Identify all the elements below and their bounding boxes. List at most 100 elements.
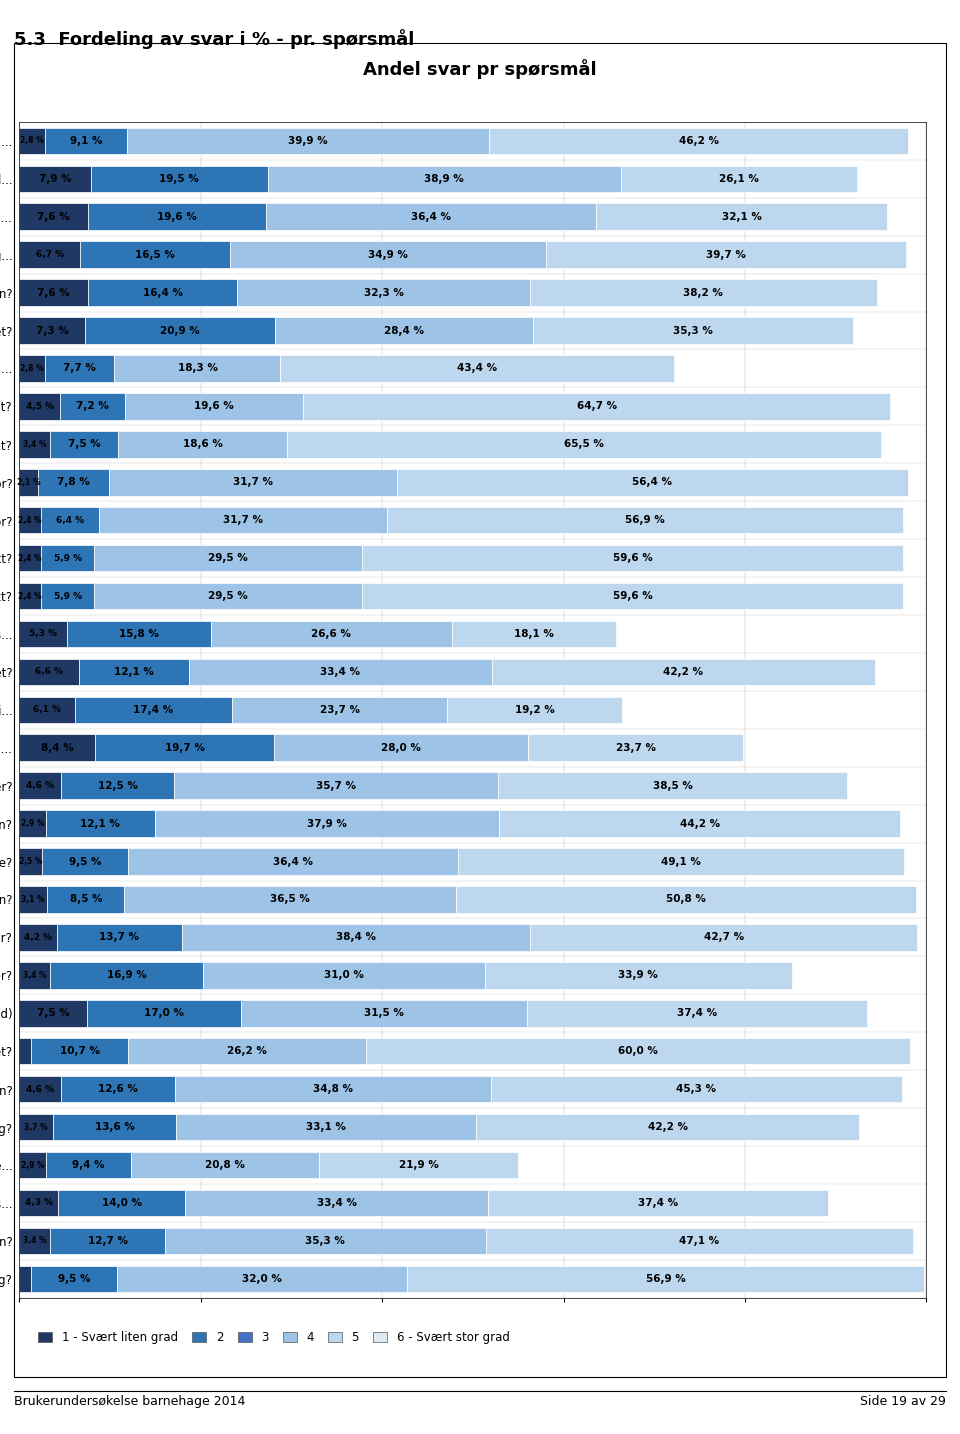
- Text: 12,5 %: 12,5 %: [98, 780, 137, 790]
- Text: 26,1 %: 26,1 %: [719, 174, 759, 184]
- Bar: [19, 1152, 45, 1179]
- Bar: [50, 432, 118, 457]
- Text: 16,9 %: 16,9 %: [107, 971, 147, 981]
- Text: 18,6 %: 18,6 %: [182, 439, 223, 449]
- Text: 35,3 %: 35,3 %: [305, 1236, 346, 1246]
- Bar: [492, 658, 875, 685]
- Bar: [45, 1152, 131, 1179]
- Bar: [109, 469, 396, 496]
- Bar: [165, 1228, 486, 1255]
- Bar: [19, 1038, 31, 1064]
- Text: 33,9 %: 33,9 %: [618, 971, 659, 981]
- Text: 32,3 %: 32,3 %: [364, 288, 403, 298]
- Text: 59,6 %: 59,6 %: [612, 554, 653, 564]
- Text: 49,1 %: 49,1 %: [661, 856, 701, 866]
- Bar: [19, 621, 67, 647]
- Bar: [50, 1228, 165, 1255]
- Text: Brukerundersøkelse barnehage 2014: Brukerundersøkelse barnehage 2014: [14, 1395, 246, 1408]
- Text: 4,5 %: 4,5 %: [26, 402, 54, 412]
- Bar: [91, 165, 268, 192]
- Text: 6,4 %: 6,4 %: [56, 516, 84, 525]
- Text: 37,4 %: 37,4 %: [677, 1008, 717, 1018]
- Text: 23,7 %: 23,7 %: [320, 706, 360, 714]
- Bar: [546, 241, 906, 268]
- Bar: [175, 773, 498, 799]
- Bar: [94, 582, 362, 609]
- Bar: [31, 1038, 128, 1064]
- Text: 4,6 %: 4,6 %: [26, 782, 54, 790]
- Text: 17,0 %: 17,0 %: [144, 1008, 184, 1018]
- Text: 2,4 %: 2,4 %: [18, 516, 42, 525]
- Text: 56,9 %: 56,9 %: [646, 1273, 685, 1283]
- Bar: [275, 317, 533, 344]
- Text: 38,5 %: 38,5 %: [653, 780, 693, 790]
- Text: 9,4 %: 9,4 %: [72, 1160, 105, 1170]
- Bar: [60, 393, 126, 420]
- Text: 7,5 %: 7,5 %: [68, 439, 101, 449]
- Bar: [242, 999, 527, 1027]
- Text: 2,9 %: 2,9 %: [20, 1160, 44, 1170]
- Bar: [131, 1152, 320, 1179]
- Text: Andel svar pr spørsmål: Andel svar pr spørsmål: [363, 59, 597, 79]
- Text: 31,0 %: 31,0 %: [324, 971, 364, 981]
- Bar: [596, 204, 887, 229]
- Bar: [456, 886, 917, 913]
- Bar: [19, 1114, 53, 1140]
- Bar: [114, 356, 280, 381]
- Text: 4,2 %: 4,2 %: [24, 934, 52, 942]
- Text: 13,6 %: 13,6 %: [94, 1121, 134, 1131]
- Text: 50,8 %: 50,8 %: [666, 895, 706, 905]
- Text: 19,7 %: 19,7 %: [165, 743, 204, 753]
- Text: 35,7 %: 35,7 %: [316, 780, 356, 790]
- Text: 38,2 %: 38,2 %: [684, 288, 723, 298]
- Bar: [80, 241, 229, 268]
- Bar: [275, 734, 528, 761]
- Text: 2,1 %: 2,1 %: [17, 478, 40, 486]
- Text: 29,5 %: 29,5 %: [208, 554, 249, 564]
- Bar: [280, 356, 674, 381]
- Text: 6,6 %: 6,6 %: [36, 667, 63, 677]
- Bar: [41, 582, 94, 609]
- Bar: [117, 1266, 407, 1292]
- Text: 42,2 %: 42,2 %: [663, 667, 704, 677]
- Bar: [232, 697, 447, 723]
- Text: 7,9 %: 7,9 %: [38, 174, 71, 184]
- Bar: [498, 773, 848, 799]
- Text: 20,9 %: 20,9 %: [160, 326, 200, 336]
- Text: 28,0 %: 28,0 %: [381, 743, 421, 753]
- Text: 26,6 %: 26,6 %: [311, 630, 351, 640]
- Bar: [41, 506, 99, 533]
- Text: 65,5 %: 65,5 %: [564, 439, 604, 449]
- Text: 12,1 %: 12,1 %: [114, 667, 154, 677]
- Text: 3,7 %: 3,7 %: [24, 1123, 48, 1131]
- Text: 34,8 %: 34,8 %: [313, 1084, 353, 1094]
- Text: 56,4 %: 56,4 %: [633, 478, 672, 488]
- Bar: [362, 545, 902, 571]
- Text: 37,9 %: 37,9 %: [307, 819, 348, 829]
- Text: 32,1 %: 32,1 %: [722, 212, 761, 222]
- Text: 44,2 %: 44,2 %: [680, 819, 720, 829]
- Text: 4,3 %: 4,3 %: [25, 1199, 53, 1207]
- Bar: [19, 773, 60, 799]
- Bar: [229, 241, 546, 268]
- Bar: [490, 128, 908, 153]
- Text: 3,4 %: 3,4 %: [23, 971, 46, 979]
- Text: 3,1 %: 3,1 %: [21, 895, 45, 903]
- Bar: [19, 734, 95, 761]
- Bar: [185, 1190, 489, 1216]
- Bar: [366, 1038, 910, 1064]
- Bar: [303, 393, 890, 420]
- Bar: [47, 886, 125, 913]
- Bar: [19, 241, 80, 268]
- Text: 3,4 %: 3,4 %: [23, 1236, 46, 1245]
- Text: 16,4 %: 16,4 %: [142, 288, 182, 298]
- Bar: [94, 545, 362, 571]
- Text: 56,9 %: 56,9 %: [625, 515, 664, 525]
- Text: 37,4 %: 37,4 %: [637, 1197, 678, 1207]
- Bar: [58, 923, 181, 951]
- Bar: [19, 393, 60, 420]
- Bar: [128, 1038, 366, 1064]
- Bar: [476, 1114, 859, 1140]
- Bar: [44, 128, 127, 153]
- Text: 15,8 %: 15,8 %: [119, 630, 159, 640]
